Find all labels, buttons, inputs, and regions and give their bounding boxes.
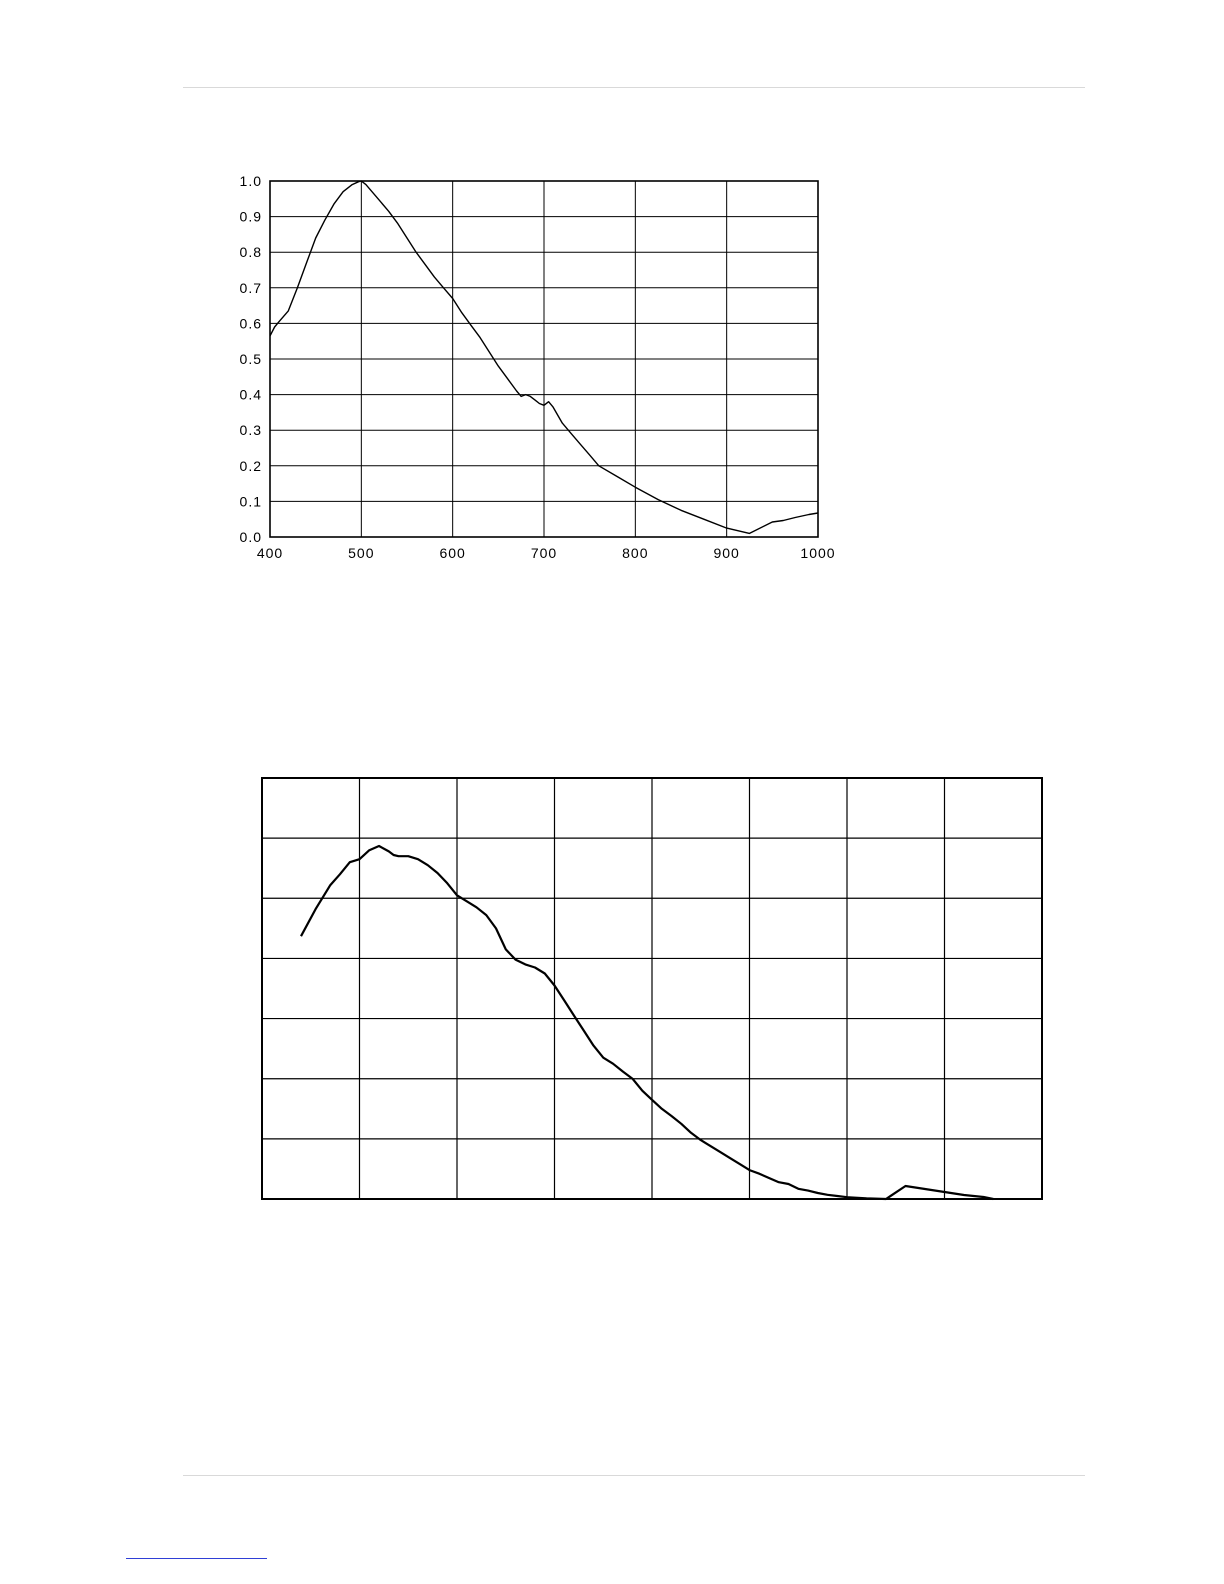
chart1-grid (269, 180, 819, 538)
chart1-y-tick-label: 0.2 (240, 458, 262, 474)
chart1-plot-frame (269, 180, 819, 538)
chart1-y-tick-label: 0.8 (240, 244, 262, 260)
chart1-x-tick-label: 800 (622, 545, 648, 561)
chart1-y-tick-label: 1.0 (240, 173, 262, 189)
chart1-series-line (269, 180, 819, 535)
footer-link-underline (126, 1558, 267, 1559)
chart1-y-tick-label: 0.0 (240, 529, 262, 545)
chart2-plot-frame (261, 777, 1043, 1200)
chart1-y-tick-label: 0.6 (240, 315, 262, 331)
chart2-grid (261, 777, 1043, 1200)
chart1-y-tick-label: 0.4 (240, 387, 262, 403)
chart1-y-tick-label: 0.7 (240, 280, 262, 296)
chart1-x-tick-label: 400 (257, 545, 283, 561)
header-rule (183, 87, 1085, 88)
chart1-y-tick-label: 0.9 (240, 209, 262, 225)
chart1-x-tick-label: 1000 (800, 545, 835, 561)
chart1-x-tick-label: 600 (439, 545, 465, 561)
chart1-x-tick-label: 900 (713, 545, 739, 561)
chart1-x-tick-label: 700 (531, 545, 557, 561)
chart1-x-tick-labels: 400 500 600 700 800 900 1000 (257, 545, 835, 561)
chart1-y-tick-labels: 0.0 0.1 0.2 0.3 0.4 0.5 0.6 0.7 0.8 0.9 1.0 (240, 173, 262, 545)
chart2-series-line (300, 844, 994, 1201)
chart1-y-tick-label: 0.1 (240, 493, 262, 509)
chart1-x-tick-label: 500 (348, 545, 374, 561)
chart1-y-tick-label: 0.3 (240, 422, 262, 438)
chart1-y-tick-label: 0.5 (240, 351, 262, 367)
footer-rule (183, 1475, 1085, 1476)
